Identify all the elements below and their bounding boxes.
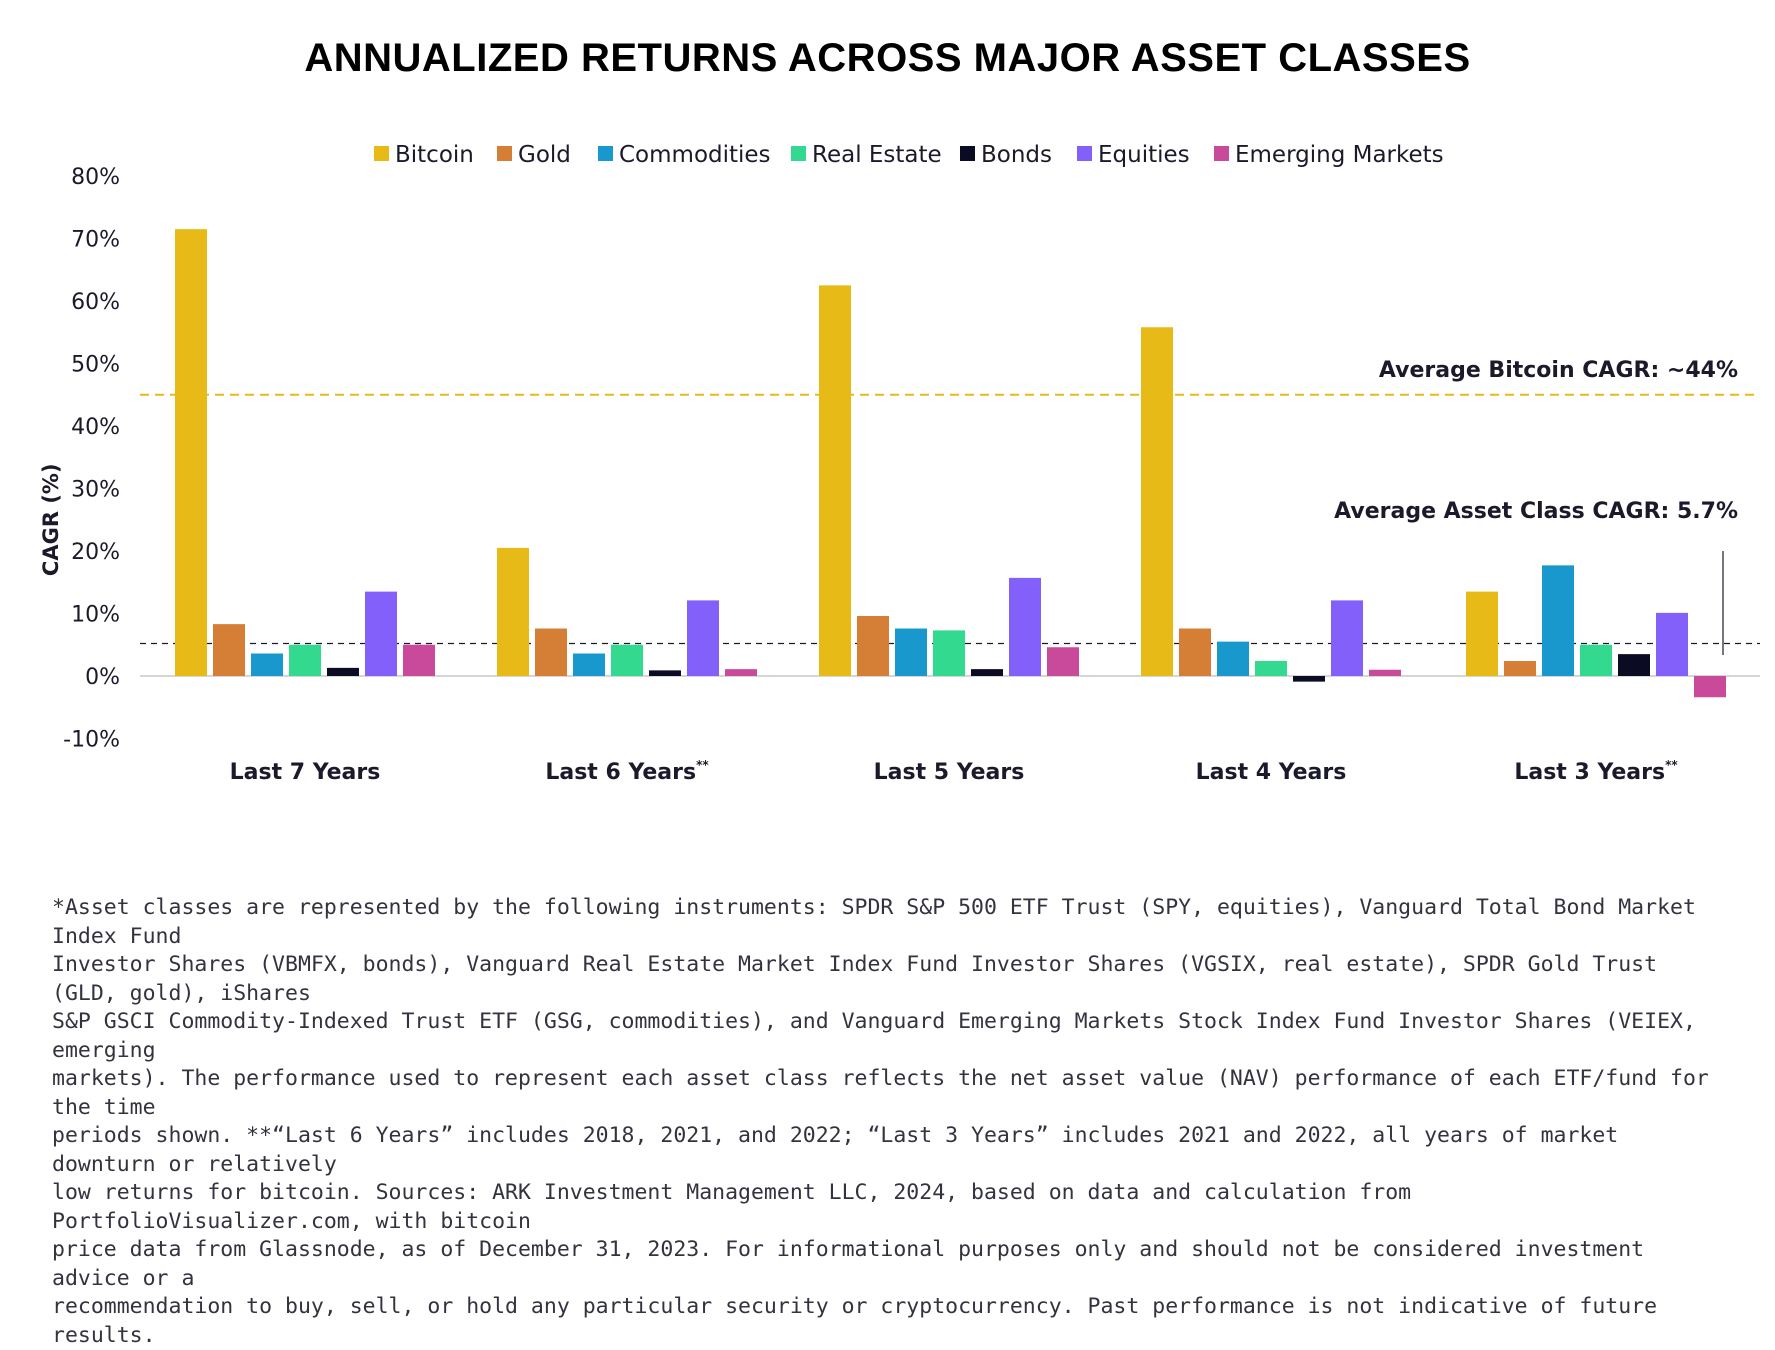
x-category-text: Last 5 Years bbox=[874, 760, 1025, 785]
legend-label-emerging-markets: Emerging Markets bbox=[1235, 142, 1444, 168]
bar-emerging-markets-last-4-years bbox=[1369, 669, 1401, 676]
bar-bitcoin-last-5-years bbox=[819, 285, 851, 676]
bar-chart: Bitcoin Gold Commodities Real Estate Bonds Eq… bbox=[39, 142, 1760, 785]
reference-lines: Average Bitcoin CAGR: ~44% Average Asset … bbox=[140, 358, 1760, 655]
bar-commodities-last-5-years bbox=[895, 628, 927, 676]
y-tick-label: 0% bbox=[85, 665, 120, 690]
y-tick-label: 20% bbox=[71, 540, 120, 565]
bar-commodities-last-3-years bbox=[1542, 565, 1574, 676]
footnote: *Asset classes are represented by the fo… bbox=[52, 895, 1709, 1348]
legend-swatch-commodities bbox=[598, 146, 613, 161]
legend-swatch-bonds bbox=[960, 146, 975, 161]
bar-bitcoin-last-3-years bbox=[1466, 591, 1498, 676]
bar-equities-last-3-years bbox=[1656, 612, 1688, 676]
bar-gold-last-5-years bbox=[857, 616, 889, 676]
bar-gold-last-4-years bbox=[1179, 628, 1211, 676]
x-category-label: Last 4 Years bbox=[1196, 760, 1347, 785]
legend-swatch-equities bbox=[1077, 146, 1092, 161]
bar-emerging-markets-last-7-years bbox=[403, 644, 435, 676]
y-tick-label: 40% bbox=[71, 415, 120, 440]
bar-equities-last-4-years bbox=[1331, 600, 1363, 676]
y-tick-label: 70% bbox=[71, 228, 120, 253]
x-category-label: Last 5 Years bbox=[874, 760, 1025, 785]
y-tick-label: 30% bbox=[71, 478, 120, 503]
bar-bonds-last-7-years bbox=[327, 667, 359, 676]
legend-label-real-estate: Real Estate bbox=[812, 142, 942, 168]
bar-equities-last-5-years bbox=[1009, 577, 1041, 676]
bar-real-estate-last-6-years bbox=[611, 644, 643, 676]
legend-label-bitcoin: Bitcoin bbox=[395, 142, 474, 168]
x-category-text: Last 4 Years bbox=[1196, 760, 1347, 785]
bar-bonds-last-4-years bbox=[1293, 676, 1325, 682]
x-category-text: Last 3 Years bbox=[1514, 760, 1665, 785]
legend-swatch-bitcoin bbox=[374, 146, 389, 161]
x-category-text: Last 6 Years bbox=[545, 760, 696, 785]
bar-commodities-last-6-years bbox=[573, 653, 605, 676]
bar-bitcoin-last-6-years bbox=[497, 547, 529, 676]
bar-gold-last-6-years bbox=[535, 628, 567, 676]
bar-gold-last-7-years bbox=[213, 624, 245, 676]
bar-commodities-last-7-years bbox=[251, 653, 283, 676]
x-category-superscript: ** bbox=[696, 758, 709, 772]
bar-equities-last-6-years bbox=[687, 600, 719, 676]
legend-label-equities: Equities bbox=[1098, 142, 1190, 168]
bar-real-estate-last-4-years bbox=[1255, 661, 1287, 676]
legend-label-commodities: Commodities bbox=[619, 142, 771, 168]
legend-swatch-emerging-markets bbox=[1214, 146, 1229, 161]
bar-emerging-markets-last-5-years bbox=[1047, 647, 1079, 676]
bars bbox=[175, 229, 1726, 698]
bar-emerging-markets-last-3-years bbox=[1694, 676, 1726, 698]
legend-swatch-gold bbox=[497, 146, 512, 161]
bar-real-estate-last-5-years bbox=[933, 630, 965, 676]
bar-bitcoin-last-4-years bbox=[1141, 327, 1173, 676]
y-tick-label: 60% bbox=[71, 290, 120, 315]
x-category-label: Last 6 Years** bbox=[545, 758, 709, 785]
chart-title: ANNUALIZED RETURNS ACROSS MAJOR ASSET CL… bbox=[304, 36, 1471, 80]
x-category-label: Last 7 Years bbox=[230, 760, 381, 785]
x-axis: Last 7 Years Last 6 Years** Last 5 Years La… bbox=[230, 758, 1679, 785]
y-tick-label: -10% bbox=[63, 728, 120, 753]
bar-real-estate-last-3-years bbox=[1580, 644, 1612, 676]
y-tick-label: 80% bbox=[71, 165, 120, 190]
bar-real-estate-last-7-years bbox=[289, 644, 321, 676]
x-category-superscript: ** bbox=[1665, 758, 1678, 772]
x-category-text: Last 7 Years bbox=[230, 760, 381, 785]
legend-label-bonds: Bonds bbox=[981, 142, 1052, 168]
x-category-label: Last 3 Years** bbox=[1514, 758, 1678, 785]
bar-bonds-last-3-years bbox=[1618, 654, 1650, 676]
bar-bitcoin-last-7-years bbox=[175, 229, 207, 676]
bar-bonds-last-6-years bbox=[649, 670, 681, 676]
bar-commodities-last-4-years bbox=[1217, 641, 1249, 676]
bar-gold-last-3-years bbox=[1504, 661, 1536, 676]
legend: Bitcoin Gold Commodities Real Estate Bonds Eq… bbox=[374, 142, 1444, 168]
bar-equities-last-7-years bbox=[365, 591, 397, 676]
bar-emerging-markets-last-6-years bbox=[725, 669, 757, 676]
y-tick-label: 50% bbox=[71, 353, 120, 378]
avg-bitcoin-cagr-label: Average Bitcoin CAGR: ~44% bbox=[1379, 358, 1738, 383]
legend-swatch-real-estate bbox=[791, 146, 806, 161]
bar-bonds-last-5-years bbox=[971, 669, 1003, 676]
legend-label-gold: Gold bbox=[518, 142, 571, 168]
y-tick-label: 10% bbox=[71, 603, 120, 628]
avg-asset-class-cagr-label: Average Asset Class CAGR: 5.7% bbox=[1334, 499, 1738, 524]
y-axis-title: CAGR (%) bbox=[39, 463, 63, 576]
